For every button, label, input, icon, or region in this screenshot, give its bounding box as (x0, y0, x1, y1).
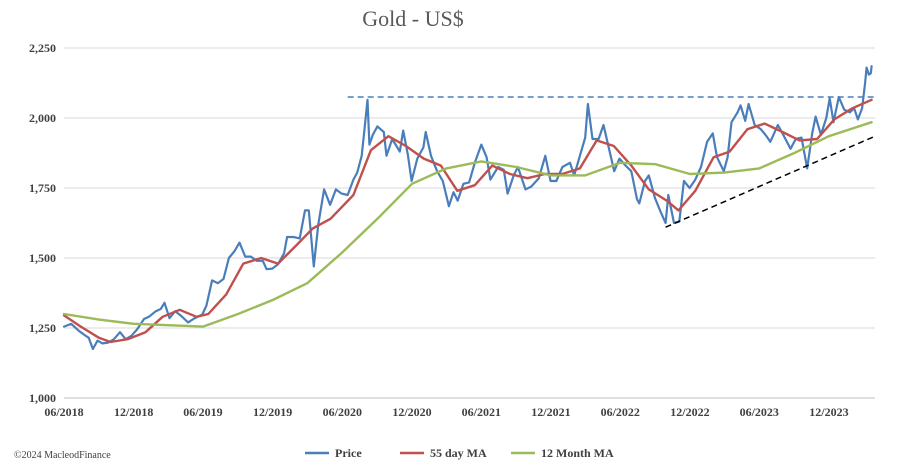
legend-label: Price (335, 446, 362, 460)
x-tick-label: 12/2018 (114, 405, 153, 419)
x-tick-label: 06/2018 (44, 405, 83, 419)
legend-label: 55 day MA (430, 446, 487, 460)
series-line-price (62, 65, 873, 351)
y-axis: 1,000 1,250 1,500 1,750 2,000 2,250 (29, 41, 56, 405)
x-tick-label: 12/2021 (531, 405, 570, 419)
series-line-55-day-ma (62, 98, 873, 344)
y-tick-label: 1,750 (29, 181, 56, 195)
x-tick-label: 06/2023 (740, 405, 779, 419)
x-tick-label: 06/2022 (601, 405, 640, 419)
legend: Price 55 day MA 12 Month MA (305, 446, 614, 460)
x-axis: 06/2018 12/2018 06/2019 12/2019 06/2020 12/20… (44, 397, 875, 419)
legend-label: 12 Month MA (541, 446, 614, 460)
y-tick-label: 1,500 (29, 251, 56, 265)
gridlines (64, 47, 875, 399)
annotations (347, 96, 876, 228)
x-tick-label: 06/2021 (462, 405, 501, 419)
x-tick-label: 12/2019 (253, 405, 292, 419)
x-tick-label: 06/2019 (183, 405, 222, 419)
x-tick-label: 12/2022 (670, 405, 709, 419)
series-group (62, 65, 873, 351)
y-tick-label: 1,000 (29, 391, 56, 405)
x-tick-label: 12/2023 (809, 405, 848, 419)
y-tick-label: 2,250 (29, 41, 56, 55)
x-tick-label: 12/2020 (392, 405, 431, 419)
series-line-12-month-ma (62, 121, 873, 328)
copyright-text: ©2024 MacleodFinance (14, 450, 111, 461)
y-tick-label: 2,000 (29, 111, 56, 125)
y-tick-label: 1,250 (29, 321, 56, 335)
x-tick-label: 06/2020 (323, 405, 362, 419)
chart-title: Gold - US$ (362, 6, 463, 31)
support-trend-line (665, 135, 876, 228)
